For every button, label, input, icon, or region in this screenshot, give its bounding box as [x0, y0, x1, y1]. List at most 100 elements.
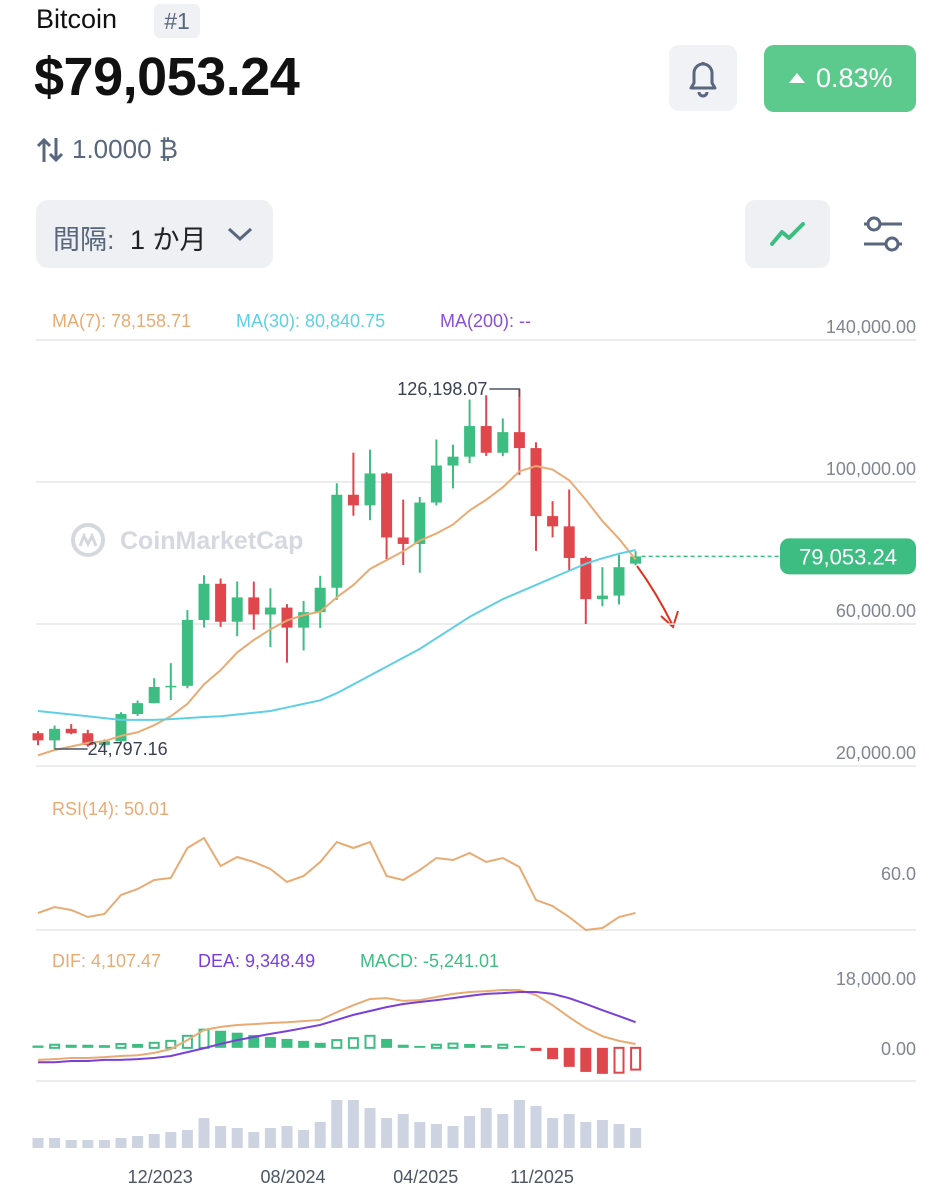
x-tick-label: 12/2023	[128, 1167, 193, 1187]
macd-bar	[497, 1043, 509, 1049]
swap-icon	[36, 137, 64, 163]
macd-bar	[298, 1040, 310, 1048]
line-chart-toggle[interactable]	[745, 200, 830, 268]
up-triangle	[789, 73, 805, 83]
macd-bar	[580, 1047, 592, 1072]
volume-bar	[215, 1126, 227, 1148]
candle-body	[281, 607, 293, 628]
indicator-line	[38, 990, 636, 1064]
bell-icon	[689, 62, 717, 98]
volume-bar	[513, 1100, 525, 1148]
candle-body	[480, 426, 492, 453]
legend-entry: MA(30): 80,840.75	[236, 311, 385, 331]
volume-bar	[49, 1138, 61, 1148]
x-tick-label: 04/2025	[393, 1167, 458, 1187]
candle-body	[314, 587, 326, 613]
alert-button[interactable]	[669, 45, 737, 111]
candle-body	[98, 741, 110, 745]
legend-entry: MA(200): --	[440, 311, 531, 331]
hand-drawn-arrow	[636, 565, 679, 629]
volume-bar	[148, 1134, 160, 1148]
volume-bar	[165, 1132, 177, 1148]
candle-body	[580, 557, 592, 600]
watermark-text: CoinMarketCap	[120, 527, 303, 555]
volume-bar	[181, 1130, 193, 1148]
volume-bar	[132, 1136, 144, 1148]
watermark: CoinMarketCap	[71, 523, 303, 557]
candle-body	[165, 685, 177, 688]
volume-bar	[32, 1138, 44, 1148]
y-tick-label: 140,000.00	[826, 317, 916, 337]
legend-entry: MA(7): 78,158.71	[52, 311, 191, 331]
volume-bar	[397, 1114, 409, 1148]
macd-bar	[364, 1034, 376, 1049]
macd-bar	[513, 1045, 525, 1048]
macd-bar	[430, 1043, 442, 1049]
candle-body	[49, 728, 61, 741]
candle-body	[381, 473, 393, 538]
volume-bar	[281, 1126, 293, 1148]
change-percent: 0.83%	[816, 63, 893, 93]
candle-body	[547, 516, 559, 527]
candle-body	[364, 473, 376, 506]
macd-bar	[248, 1035, 260, 1048]
volume-bar	[248, 1132, 260, 1148]
macd-bar	[397, 1044, 409, 1048]
macd-bar	[414, 1045, 426, 1048]
candle-body	[231, 597, 243, 622]
volume-bar	[630, 1128, 642, 1148]
price-chart: CoinMarketCap 140,000.00 100,000.00 60,000…	[32, 311, 916, 1187]
indicator-line	[37, 836, 636, 932]
macd-bar	[115, 1042, 127, 1049]
price: $79,053.24	[34, 47, 300, 107]
candle-body	[65, 728, 77, 734]
candle-body	[32, 733, 44, 741]
settings-button[interactable]	[858, 210, 908, 260]
macd-bar	[630, 1046, 642, 1071]
candle-body	[513, 432, 525, 449]
volume-bar	[364, 1108, 376, 1148]
candle-body	[414, 502, 426, 544]
candle-body	[447, 456, 459, 466]
legend-entry: DIF: 4,107.47	[52, 951, 161, 971]
macd-bar	[65, 1044, 77, 1048]
volume-bar	[580, 1122, 592, 1148]
candle-body	[596, 595, 608, 600]
volume-bar	[563, 1114, 575, 1148]
macd-bar	[32, 1045, 44, 1048]
volume-bar	[264, 1128, 276, 1148]
macd-bar	[613, 1046, 625, 1074]
coin-name: Bitcoin	[36, 4, 118, 34]
y-tick-label: 18,000.00	[836, 969, 916, 989]
volume-bar	[447, 1126, 459, 1148]
price-tag	[780, 538, 916, 575]
y-tick-label: 20,000.00	[836, 743, 916, 763]
macd-bar	[547, 1047, 559, 1060]
macd-bar	[480, 1045, 492, 1048]
chevron	[227, 227, 253, 242]
macd-bar	[132, 1043, 144, 1048]
macd-bar	[347, 1037, 359, 1049]
macd-bar	[447, 1042, 459, 1049]
volume-bar	[82, 1140, 94, 1148]
volume-bar	[347, 1100, 359, 1148]
volume-bar	[547, 1118, 559, 1148]
volume-bar	[497, 1114, 509, 1148]
legend-entry: MACD: -5,241.01	[360, 951, 499, 971]
macd-bar	[82, 1044, 94, 1048]
indicator-line	[37, 989, 636, 1061]
interval-dropdown[interactable]: 間隔: 1 か月	[36, 200, 273, 268]
macd-bar	[215, 1030, 227, 1048]
change-badge[interactable]: 0.83%	[764, 45, 916, 112]
candle-body	[248, 597, 260, 615]
volume-bar	[480, 1108, 492, 1148]
volume-bar	[331, 1100, 343, 1148]
volume-bar	[314, 1122, 326, 1148]
y-tick-label: 60,000.00	[836, 601, 916, 621]
candle-body	[215, 583, 227, 622]
high-label: 126,198.07	[397, 379, 487, 399]
volume-bar	[98, 1140, 110, 1148]
conversion-amount: 1.0000 ₿	[72, 134, 178, 164]
candle-body	[198, 583, 210, 620]
